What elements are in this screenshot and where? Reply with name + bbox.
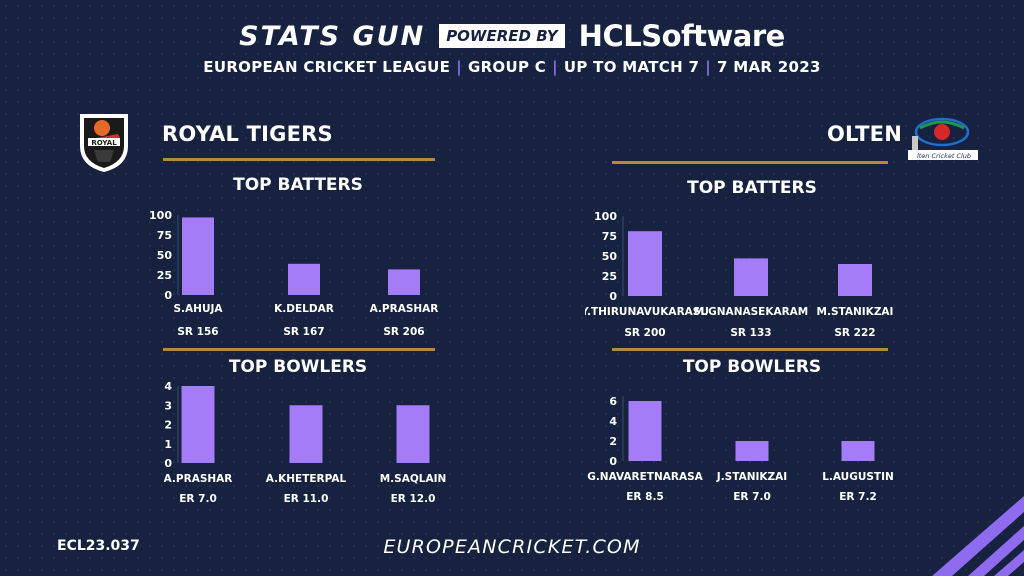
- olten-section-divider: [612, 348, 888, 351]
- category-label: Y.THIRUNAVUKARASU: [585, 306, 709, 318]
- metric-label: ER 11.0: [284, 493, 329, 505]
- metric-label: SR 133: [730, 327, 771, 339]
- y-tick-label: 1: [164, 438, 172, 451]
- y-tick-label: 0: [609, 290, 617, 303]
- olten-logo-text: lten Cricket Club: [917, 152, 971, 160]
- y-tick-label: 75: [602, 230, 617, 243]
- olten-bowlers-chart: 0 2 4 6 G.NAVARETNARASA ER 8.5 J.STANIKZAI ER 7…: [587, 395, 894, 503]
- bar-a-kheterpal: [289, 405, 323, 463]
- y-tick-label: 100: [594, 210, 617, 223]
- y-tick-label: 2: [609, 435, 617, 448]
- metric-label: ER 7.2: [839, 491, 877, 503]
- y-tick-label: 0: [164, 457, 172, 470]
- metric-label: ER 12.0: [391, 493, 436, 505]
- y-tick-label: 2: [164, 419, 172, 432]
- metric-label: ER 7.0: [179, 493, 217, 505]
- category-label: G.NAVARETNARASA: [587, 471, 703, 483]
- subtitle-date: 7 MAR 2023: [716, 58, 821, 76]
- category-label: M.GNANASEKARAM: [694, 306, 809, 318]
- subtitle-group: GROUP C: [467, 58, 547, 76]
- metric-label: SR 167: [283, 326, 324, 338]
- bar-m-gnanasekaram: [734, 258, 768, 296]
- bar-s-ahuja: [182, 217, 214, 295]
- bar-k-deldar: [288, 263, 320, 295]
- royal-tigers-logo-icon: ROYAL: [80, 114, 128, 172]
- royal-bowlers-chart: 0 1 2 3 4 A.PRASHAR ER 7.0 A.KHETERPAL ER 11.0 M.…: [164, 380, 447, 505]
- y-tick-label: 3: [164, 399, 172, 412]
- brand-stats-gun: STATS GUN: [239, 20, 426, 52]
- y-tick-label: 0: [164, 289, 172, 302]
- metric-label: SR 222: [834, 327, 875, 339]
- team-name-royal-tigers: ROYAL TIGERS: [162, 122, 333, 146]
- royal-top-bowlers-title: TOP BOWLERS: [228, 357, 368, 377]
- royal-batters-chart: 0 25 50 75 100 S.AHUJA SR 156 K.DELDAR SR 167 A.P…: [149, 209, 439, 338]
- subtitle-separator: |: [456, 58, 462, 76]
- team-name-olten: OLTEN: [827, 122, 903, 146]
- olten-cricket-club-logo-icon: lten Cricket Club: [908, 117, 978, 160]
- category-label: L.AUGUSTIN: [822, 471, 894, 483]
- metric-label: SR 200: [624, 327, 665, 339]
- category-label: S.AHUJA: [173, 303, 223, 315]
- bar-l-augustin: [841, 441, 875, 461]
- category-label: J.STANIKZAI: [716, 471, 787, 483]
- category-label: A.KHETERPAL: [266, 473, 347, 485]
- olten-top-batters-title: TOP BATTERS: [687, 178, 817, 198]
- y-tick-label: 4: [164, 380, 172, 393]
- corner-stripes-decoration: [932, 496, 1024, 576]
- y-tick-label: 25: [602, 270, 617, 283]
- subtitle-separator: |: [552, 58, 558, 76]
- metric-label: ER 8.5: [626, 491, 664, 503]
- y-tick-label: 25: [157, 269, 172, 282]
- metric-label: SR 206: [383, 326, 424, 338]
- bar-a-prashar: [388, 269, 420, 295]
- subtitle-league: EUROPEAN CRICKET LEAGUE: [203, 58, 451, 76]
- subtitle-match: UP TO MATCH 7: [563, 58, 700, 76]
- y-tick-label: 50: [157, 249, 173, 262]
- category-label: K.DELDAR: [274, 303, 334, 315]
- y-tick-label: 0: [609, 455, 617, 468]
- footer-website: EUROPEANCRICKET.COM: [383, 536, 641, 558]
- category-label: M.STANIKZAI: [817, 306, 894, 318]
- category-label: A.PRASHAR: [164, 473, 233, 485]
- bar-m-stanikzai: [838, 264, 872, 296]
- metric-label: SR 156: [177, 326, 218, 338]
- olten-batters-chart: 0 25 50 75 100 Y.THIRUNAVUKARASU SR 200 M.GNANA…: [585, 210, 894, 339]
- royal-top-batters-title: TOP BATTERS: [233, 175, 363, 195]
- bar-a-prashar: [181, 386, 215, 463]
- royal-logo-text: ROYAL: [91, 139, 117, 147]
- y-tick-label: 50: [602, 250, 618, 263]
- y-tick-label: 6: [609, 395, 617, 408]
- graphic-code: ECL23.037: [57, 538, 140, 554]
- olten-top-bowlers-title: TOP BOWLERS: [682, 357, 822, 377]
- y-tick-label: 75: [157, 229, 172, 242]
- subtitle-separator: |: [705, 58, 711, 76]
- subtitle: EUROPEAN CRICKET LEAGUE | GROUP C | UP TO MA…: [0, 58, 1024, 76]
- sponsor-logo-text: HCLSoftware: [578, 19, 786, 53]
- royal-header-underline: [163, 158, 435, 161]
- bar-m-saqlain: [396, 405, 430, 463]
- header-logo-row: STATS GUN POWERED BY HCLSoftware: [0, 16, 1024, 56]
- y-tick-label: 4: [609, 415, 617, 428]
- bar-j-stanikzai: [735, 441, 769, 461]
- royal-section-divider: [163, 348, 435, 351]
- category-label: A.PRASHAR: [370, 303, 439, 315]
- powered-by-badge: POWERED BY: [439, 24, 565, 48]
- y-tick-label: 100: [149, 209, 172, 222]
- metric-label: ER 7.0: [733, 491, 771, 503]
- category-label: M.SAQLAIN: [380, 473, 447, 485]
- bar-y-thirunavukarasu: [628, 231, 662, 296]
- bar-g-navaretnarasa: [628, 401, 662, 461]
- olten-header-underline: [612, 161, 888, 164]
